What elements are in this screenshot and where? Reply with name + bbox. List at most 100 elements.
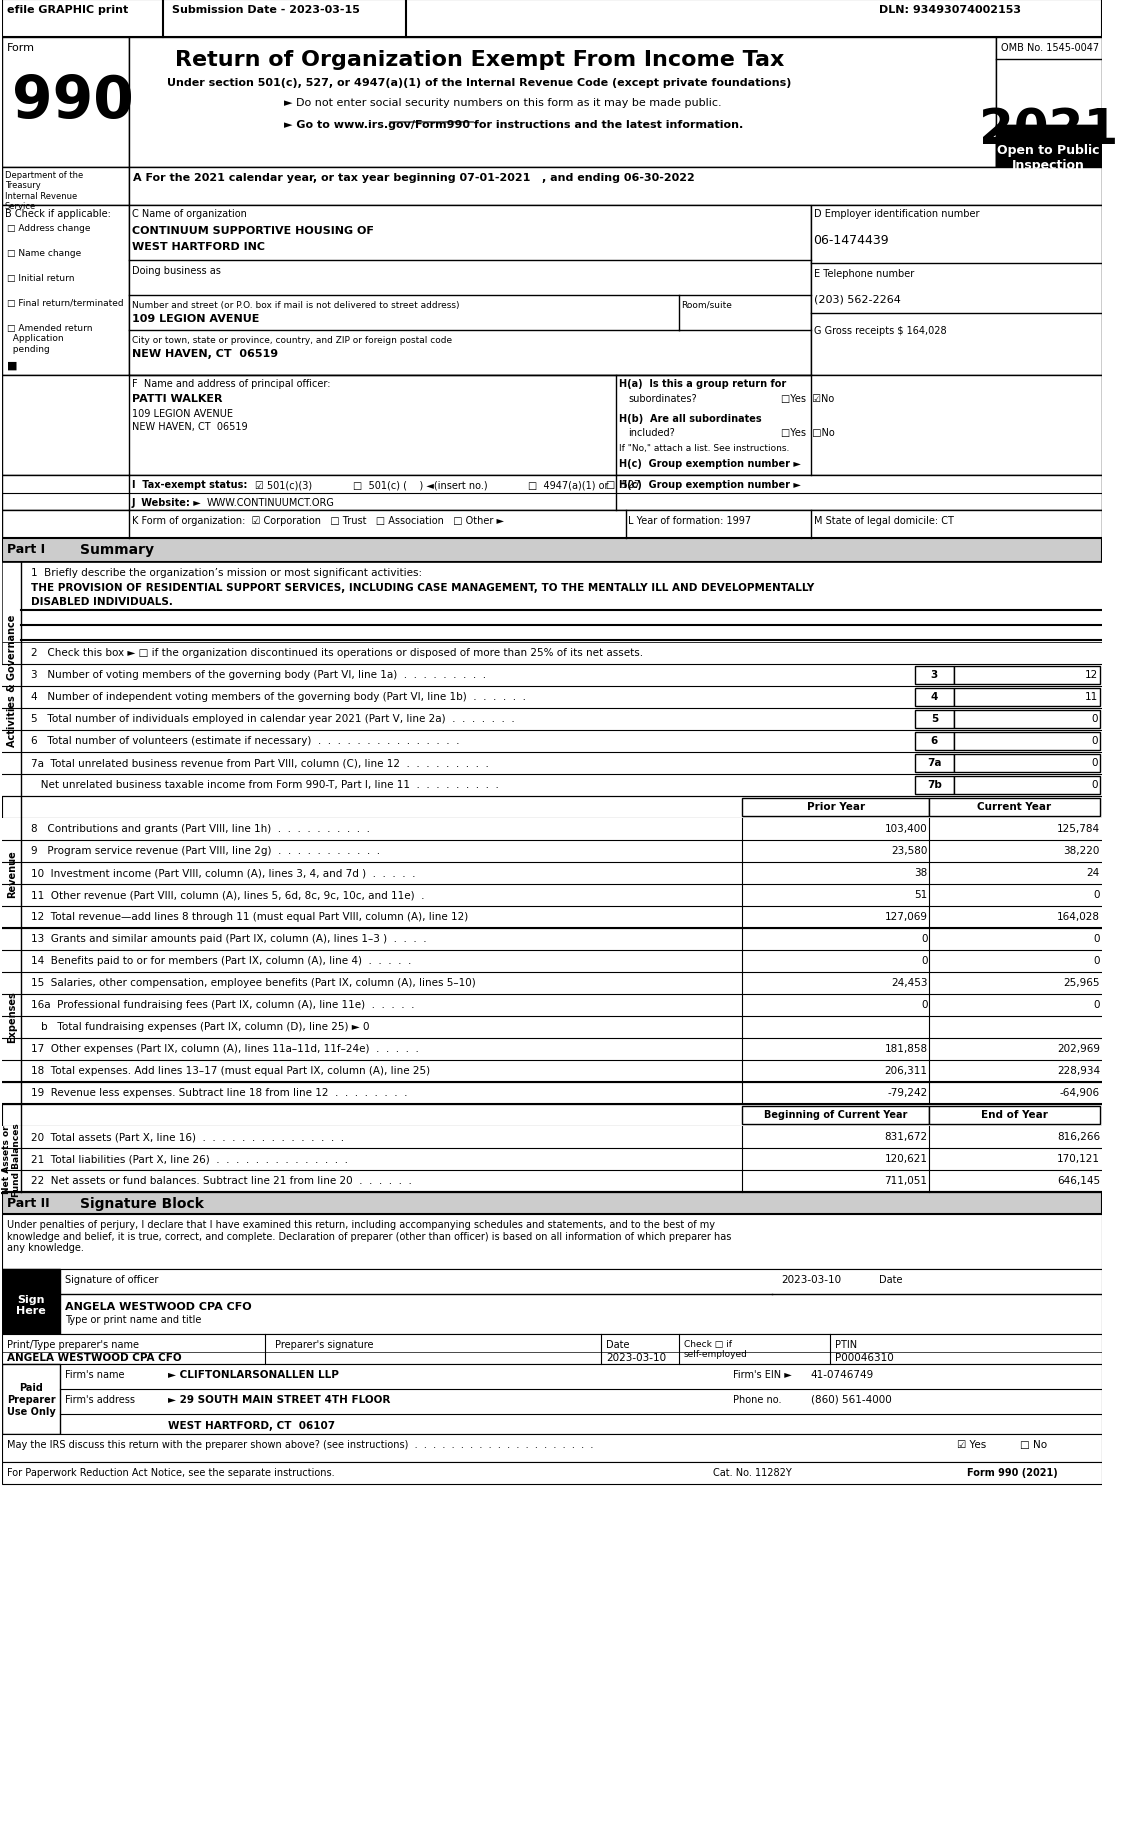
Text: □ Name change: □ Name change <box>7 249 81 258</box>
Text: H(c)  Group exemption number ►: H(c) Group exemption number ► <box>619 479 800 490</box>
Text: Summary: Summary <box>80 544 154 556</box>
Text: M State of legal domicile: CT: M State of legal domicile: CT <box>814 516 953 525</box>
Text: G Gross receipts $ 164,028: G Gross receipts $ 164,028 <box>814 326 946 337</box>
Text: 0: 0 <box>1094 955 1100 966</box>
Text: 22  Net assets or fund balances. Subtract line 21 from line 20  .  .  .  .  .  .: 22 Net assets or fund balances. Subtract… <box>32 1175 412 1186</box>
Text: Activities & Governance: Activities & Governance <box>7 615 17 747</box>
Text: 3: 3 <box>930 670 938 679</box>
Text: THE PROVISION OF RESIDENTIAL SUPPORT SERVICES, INCLUDING CASE MANAGEMENT, TO THE: THE PROVISION OF RESIDENTIAL SUPPORT SER… <box>32 582 814 593</box>
Bar <box>914 754 954 772</box>
Bar <box>2 1060 1102 1082</box>
Bar <box>914 710 954 728</box>
Text: 646,145: 646,145 <box>1057 1175 1100 1186</box>
Text: -79,242: -79,242 <box>887 1087 928 1098</box>
Text: 7b: 7b <box>927 780 942 789</box>
Bar <box>2 375 1102 476</box>
Bar <box>2 1363 61 1435</box>
Text: 0: 0 <box>1092 714 1099 723</box>
Text: 18  Total expenses. Add lines 13–17 (must equal Part IX, column (A), line 25): 18 Total expenses. Add lines 13–17 (must… <box>32 1065 430 1076</box>
Bar <box>929 798 1100 816</box>
Text: PATTI WALKER: PATTI WALKER <box>132 393 222 404</box>
Bar <box>996 38 1102 168</box>
Bar <box>2 642 1102 664</box>
Bar <box>2 476 1102 511</box>
Text: 8   Contributions and grants (Part VIII, line 1h)  .  .  .  .  .  .  .  .  .  .: 8 Contributions and grants (Part VIII, l… <box>32 824 370 833</box>
Text: 0: 0 <box>1094 933 1100 944</box>
Text: □  527: □ 527 <box>606 479 640 490</box>
Text: Net unrelated business taxable income from Form 990-T, Part I, line 11  .  .  . : Net unrelated business taxable income fr… <box>32 780 499 789</box>
Text: □ Final return/terminated: □ Final return/terminated <box>7 298 123 307</box>
Text: 11  Other revenue (Part VIII, column (A), lines 5, 6d, 8c, 9c, 10c, and 11e)  .: 11 Other revenue (Part VIII, column (A),… <box>32 889 425 900</box>
Text: 0: 0 <box>921 999 928 1010</box>
Bar <box>2 511 1102 538</box>
Text: Beginning of Current Year: Beginning of Current Year <box>764 1109 908 1120</box>
Text: 181,858: 181,858 <box>884 1043 928 1054</box>
Bar <box>2 730 1102 752</box>
Text: 164,028: 164,028 <box>1057 911 1100 922</box>
Text: H(c)  Group exemption number ►: H(c) Group exemption number ► <box>619 459 800 468</box>
Text: 3   Number of voting members of the governing body (Part VI, line 1a)  .  .  .  : 3 Number of voting members of the govern… <box>32 670 487 679</box>
Text: Revenue: Revenue <box>7 849 17 897</box>
Text: 816,266: 816,266 <box>1057 1131 1100 1142</box>
Text: City or town, state or province, country, and ZIP or foreign postal code: City or town, state or province, country… <box>132 337 452 344</box>
Text: Firm's EIN ►: Firm's EIN ► <box>733 1369 791 1380</box>
Text: 6   Total number of volunteers (estimate if necessary)  .  .  .  .  .  .  .  .  : 6 Total number of volunteers (estimate i… <box>32 736 460 745</box>
Text: Current Year: Current Year <box>978 802 1051 811</box>
Bar <box>2 774 1102 796</box>
Text: 0: 0 <box>1094 889 1100 900</box>
Text: H(a)  Is this a group return for: H(a) Is this a group return for <box>619 379 786 388</box>
Text: 0: 0 <box>1092 758 1099 767</box>
Bar <box>2 840 1102 862</box>
Bar <box>2 38 129 168</box>
Bar <box>2 1171 1102 1193</box>
Text: 24,453: 24,453 <box>891 977 928 988</box>
Text: 41-0746749: 41-0746749 <box>811 1369 874 1380</box>
Text: Part II: Part II <box>7 1197 50 1210</box>
Text: Form: Form <box>7 42 35 53</box>
Text: B Check if applicable:: B Check if applicable: <box>5 209 111 220</box>
Text: 38: 38 <box>914 867 928 878</box>
Text: □ Initial return: □ Initial return <box>7 274 75 284</box>
Text: 831,672: 831,672 <box>884 1131 928 1142</box>
Bar <box>914 732 954 750</box>
Text: ANGELA WESTWOOD CPA CFO: ANGELA WESTWOOD CPA CFO <box>65 1301 252 1312</box>
Bar <box>2 1435 1102 1462</box>
Bar <box>2 1270 1102 1334</box>
Text: C Name of organization: C Name of organization <box>132 209 246 220</box>
Bar <box>2 207 129 375</box>
Bar <box>129 38 996 168</box>
Text: ☑ Yes: ☑ Yes <box>956 1438 986 1449</box>
Bar <box>2 950 1102 972</box>
Bar <box>954 776 1100 794</box>
Text: 125,784: 125,784 <box>1057 824 1100 833</box>
Text: Cat. No. 11282Y: Cat. No. 11282Y <box>714 1468 791 1477</box>
Text: 2   Check this box ► □ if the organization discontinued its operations or dispos: 2 Check this box ► □ if the organization… <box>32 648 644 657</box>
Text: 228,934: 228,934 <box>1057 1065 1100 1076</box>
Bar <box>2 1363 1102 1435</box>
Text: D Employer identification number: D Employer identification number <box>814 209 979 220</box>
Text: If "No," attach a list. See instructions.: If "No," attach a list. See instructions… <box>619 443 789 452</box>
Text: K Form of organization:  ☑ Corporation   □ Trust   □ Association   □ Other ►: K Form of organization: ☑ Corporation □ … <box>132 516 504 525</box>
Text: A For the 2021 calendar year, or tax year beginning 07-01-2021   , and ending 06: A For the 2021 calendar year, or tax yea… <box>133 172 695 183</box>
Bar <box>996 126 1102 168</box>
Text: 206,311: 206,311 <box>884 1065 928 1076</box>
Bar <box>129 207 811 375</box>
Text: 0: 0 <box>921 933 928 944</box>
Bar <box>2 884 1102 906</box>
Text: I  Tax-exempt status:: I Tax-exempt status: <box>132 479 247 490</box>
Text: Under penalties of perjury, I declare that I have examined this return, includin: Under penalties of perjury, I declare th… <box>7 1219 732 1252</box>
Text: WEST HARTFORD, CT  06107: WEST HARTFORD, CT 06107 <box>167 1420 334 1431</box>
Text: 16a  Professional fundraising fees (Part IX, column (A), line 11e)  .  .  .  .  : 16a Professional fundraising fees (Part … <box>32 999 414 1010</box>
Text: 0: 0 <box>1094 999 1100 1010</box>
Bar <box>914 666 954 684</box>
Bar <box>914 776 954 794</box>
Text: Firm's name: Firm's name <box>65 1369 125 1380</box>
Text: Expenses: Expenses <box>7 990 17 1043</box>
Text: Signature of officer: Signature of officer <box>65 1274 159 1285</box>
Text: included?: included? <box>629 428 675 437</box>
Bar <box>954 710 1100 728</box>
Text: Part I: Part I <box>7 544 45 556</box>
Text: Submission Date - 2023-03-15: Submission Date - 2023-03-15 <box>173 5 360 15</box>
Text: □  501(c) (    ) ◄(insert no.): □ 501(c) ( ) ◄(insert no.) <box>352 479 488 490</box>
Text: CONTINUUM SUPPORTIVE HOUSING OF: CONTINUUM SUPPORTIVE HOUSING OF <box>132 225 374 236</box>
